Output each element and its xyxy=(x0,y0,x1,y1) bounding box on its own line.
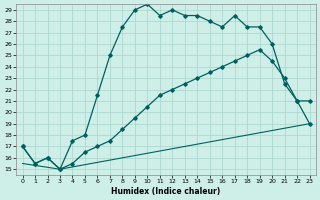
X-axis label: Humidex (Indice chaleur): Humidex (Indice chaleur) xyxy=(111,187,221,196)
